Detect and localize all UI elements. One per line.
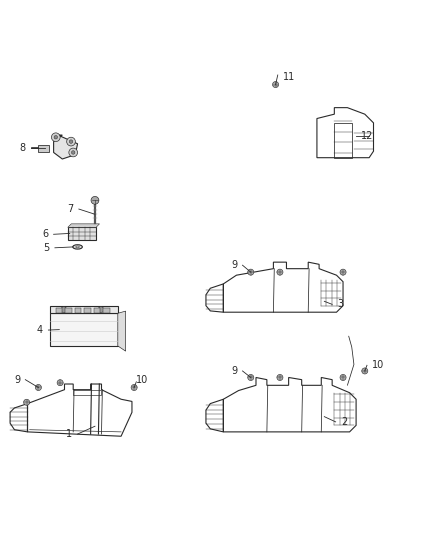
Circle shape [248, 375, 254, 381]
Circle shape [54, 135, 57, 139]
Polygon shape [53, 135, 78, 159]
Text: 9: 9 [231, 260, 237, 270]
Circle shape [51, 133, 60, 142]
Bar [68, 228, 96, 240]
Text: 1: 1 [66, 429, 72, 439]
Circle shape [272, 82, 279, 87]
Circle shape [24, 399, 30, 405]
Text: 5: 5 [43, 243, 49, 253]
Bar [50, 313, 118, 346]
Text: 4: 4 [37, 325, 43, 335]
Text: 11: 11 [283, 72, 295, 82]
Circle shape [98, 307, 104, 313]
Bar [39, 144, 49, 151]
Circle shape [340, 269, 346, 275]
Bar [103, 308, 110, 313]
Text: 6: 6 [42, 229, 48, 239]
Bar [65, 308, 72, 313]
Circle shape [67, 137, 75, 146]
Text: 12: 12 [361, 131, 374, 141]
Text: 2: 2 [341, 417, 347, 427]
Circle shape [71, 151, 75, 154]
Text: 10: 10 [136, 375, 148, 385]
Bar [50, 306, 118, 313]
Circle shape [131, 384, 137, 391]
Text: 7: 7 [67, 204, 74, 214]
Bar [74, 308, 81, 313]
Circle shape [248, 269, 254, 275]
Bar [84, 308, 91, 313]
Circle shape [61, 307, 67, 313]
Ellipse shape [76, 246, 79, 248]
Text: 8: 8 [20, 143, 26, 153]
Text: 3: 3 [337, 300, 343, 309]
Text: 10: 10 [372, 360, 385, 370]
Circle shape [340, 375, 346, 381]
Circle shape [35, 384, 42, 391]
Text: 9: 9 [231, 366, 237, 376]
Circle shape [91, 197, 99, 204]
Circle shape [362, 368, 368, 374]
Polygon shape [68, 224, 99, 228]
Polygon shape [118, 311, 126, 351]
Text: 9: 9 [14, 375, 20, 385]
Bar [56, 308, 63, 313]
Circle shape [277, 269, 283, 275]
Circle shape [69, 148, 78, 157]
Ellipse shape [73, 245, 82, 249]
Circle shape [57, 379, 63, 386]
Circle shape [69, 140, 73, 143]
Bar [94, 308, 100, 313]
Circle shape [277, 375, 283, 381]
